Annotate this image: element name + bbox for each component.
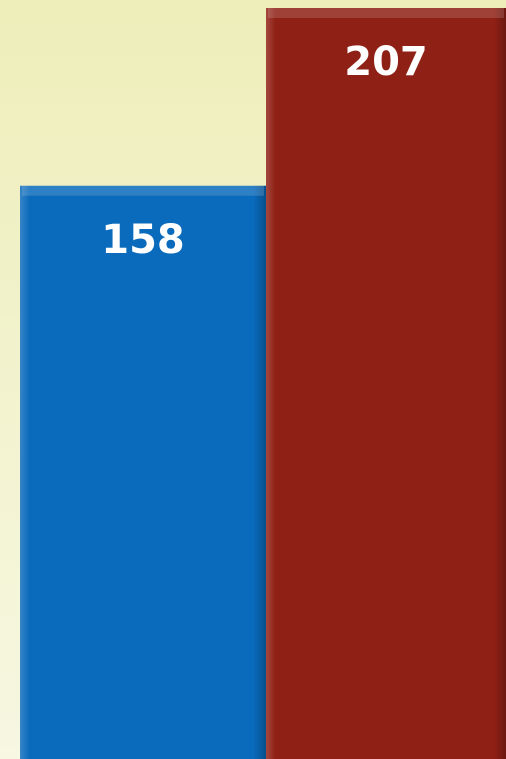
bar-top-edge <box>268 8 504 18</box>
bar-bevel <box>266 8 506 759</box>
value-label: 207 <box>344 39 428 85</box>
bar-bevel <box>20 185 266 759</box>
value-label: 158 <box>101 217 185 263</box>
bar-top-edge <box>22 185 264 196</box>
